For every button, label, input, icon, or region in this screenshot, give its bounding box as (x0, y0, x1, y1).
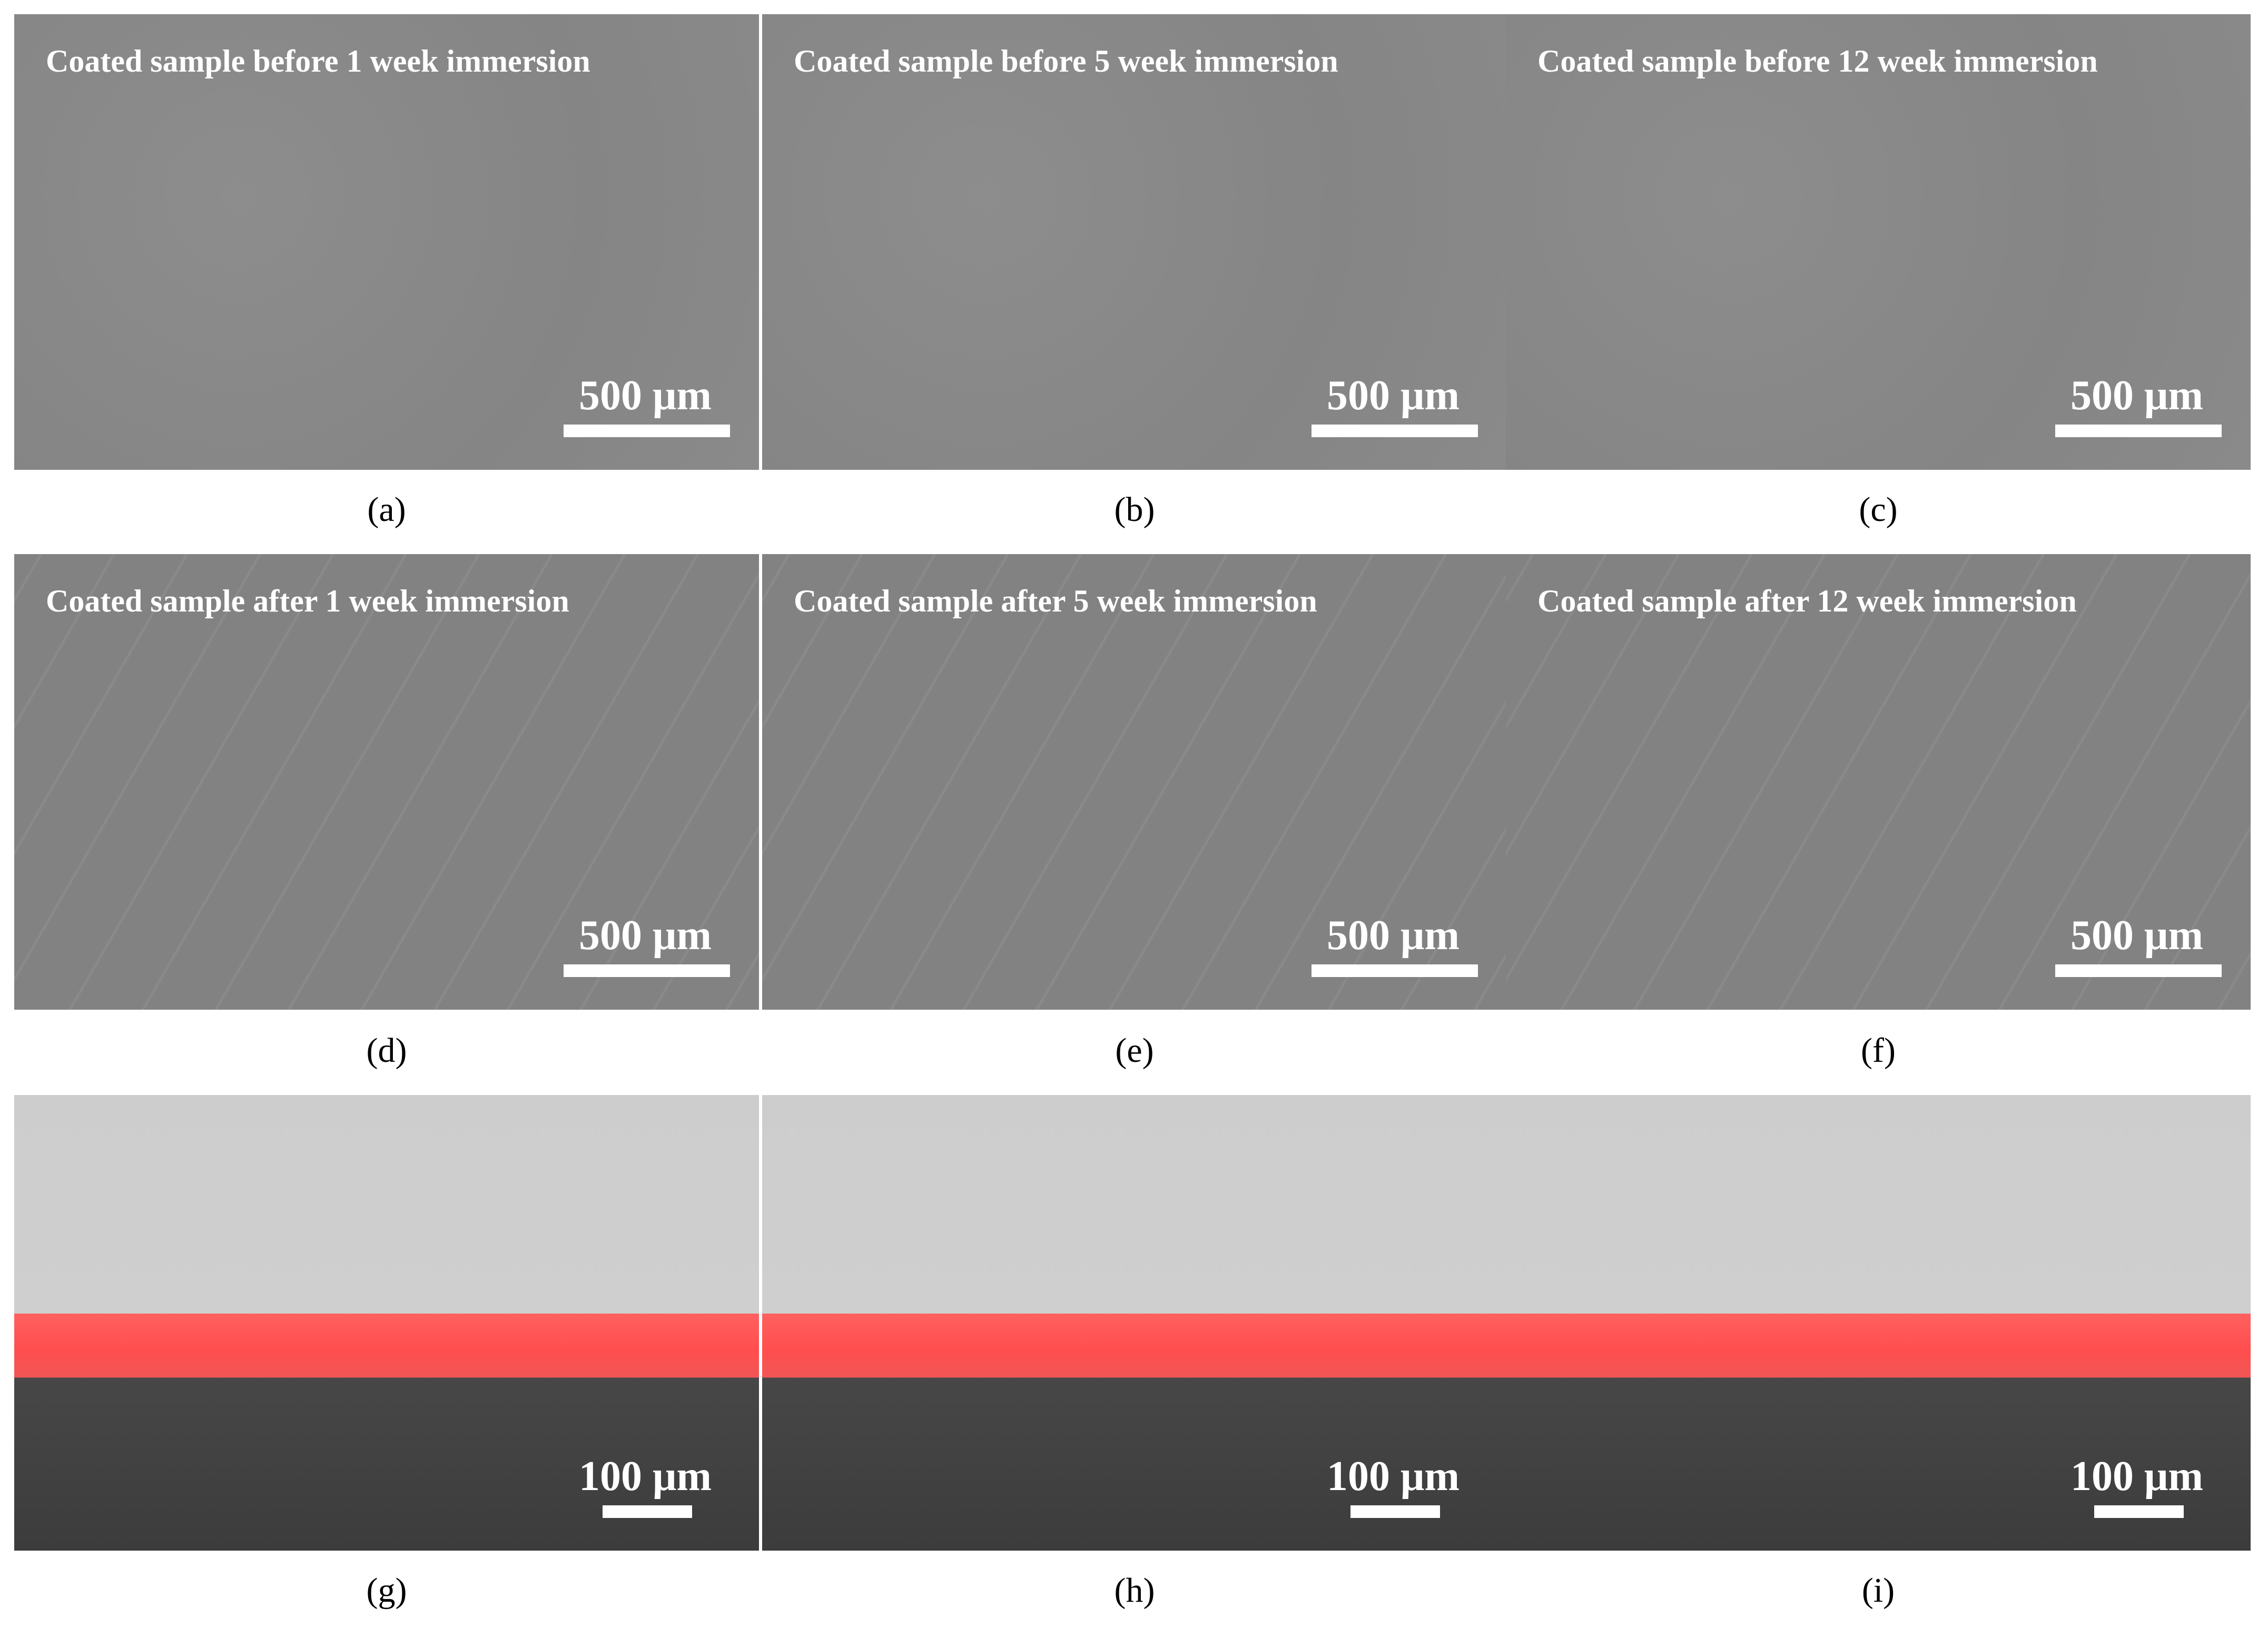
image-panel: Coated sample after 5 week immersion 500 … (762, 554, 1507, 1010)
panel-caption: (d) (366, 1031, 407, 1070)
image-panel: Coated sample after 1 week immersion 500 … (14, 554, 759, 1010)
scale-bar (603, 1505, 692, 1518)
image-panel: 100 μm (14, 1095, 759, 1551)
scale-bar-label: 500 μm (1327, 912, 1460, 959)
panel-caption: (f) (1861, 1031, 1896, 1070)
panel-label: Coated sample before 5 week immersion (794, 44, 1338, 78)
panel-caption: (a) (367, 490, 406, 529)
scale-bar (564, 425, 730, 437)
panel-label: Coated sample after 12 week immersion (1537, 584, 2077, 618)
image-panel: 100 μm (1506, 1095, 2251, 1551)
scale-bar-label: 500 μm (2070, 372, 2203, 419)
panel-label: Coated sample after 1 week immersion (46, 584, 569, 618)
scale-bar (1350, 1505, 1440, 1518)
panel-label: Coated sample before 1 week immersion (46, 44, 590, 78)
image-panel: 100 μm (762, 1095, 1507, 1551)
scale-bar (564, 964, 730, 977)
image-panel: Coated sample after 12 week immersion 500… (1506, 554, 2251, 1010)
panel-label: Coated sample after 5 week immersion (794, 584, 1317, 618)
panel-label: Coated sample before 12 week immersion (1537, 44, 2098, 78)
scale-bar (2055, 964, 2222, 977)
scale-bar-label: 100 μm (579, 1453, 712, 1500)
scale-bar-label: 500 μm (2070, 912, 2203, 959)
scale-bar-label: 100 μm (1327, 1453, 1460, 1500)
panel-caption: (e) (1115, 1031, 1154, 1070)
image-panel: Coated sample before 12 week immersion 50… (1506, 14, 2251, 470)
panel-caption: (h) (1114, 1571, 1155, 1610)
scale-bar (2055, 425, 2222, 437)
scale-bar (1312, 425, 1478, 437)
scale-bar (2094, 1505, 2184, 1518)
scale-bar-label: 500 μm (1327, 372, 1460, 419)
panel-caption: (c) (1859, 490, 1898, 529)
panel-caption: (g) (366, 1571, 407, 1610)
panel-caption: (i) (1861, 1571, 1895, 1610)
scale-bar-label: 500 μm (579, 912, 712, 959)
scale-bar-label: 100 μm (2070, 1453, 2203, 1500)
image-panel: Coated sample before 1 week immersion 500… (14, 14, 759, 470)
image-panel: Coated sample before 5 week immersion 500… (762, 14, 1507, 470)
scale-bar (1312, 964, 1478, 977)
panel-caption: (b) (1114, 490, 1155, 529)
scale-bar-label: 500 μm (579, 372, 712, 419)
